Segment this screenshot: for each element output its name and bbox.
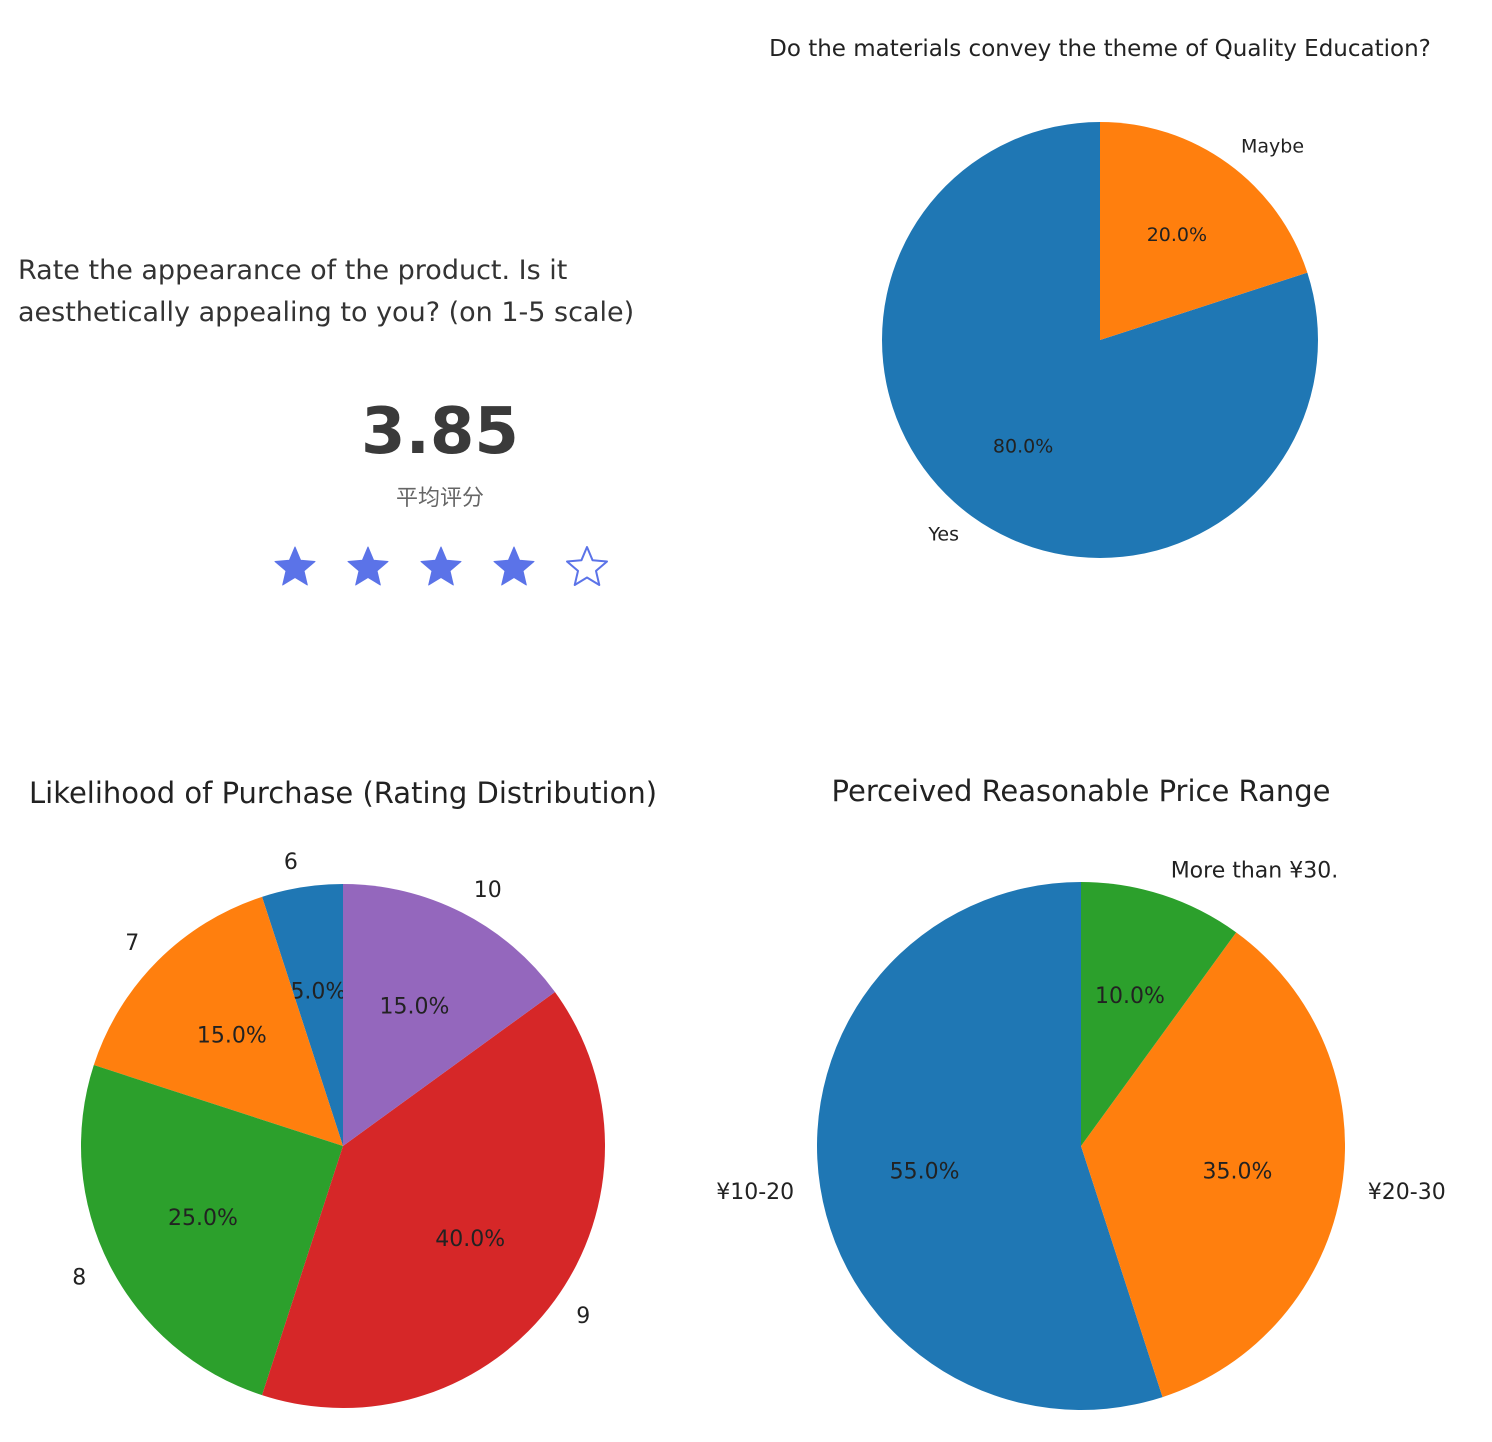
slice-percent-label: 80.0% (993, 436, 1053, 458)
chart-title: Likelihood of Purchase (Rating Distribut… (29, 776, 657, 810)
slice-percent-label: 15.0% (379, 995, 449, 1020)
rating-question: Rate the appearance of the product. Is i… (18, 255, 635, 328)
slice-label: Yes (927, 524, 959, 546)
chart-title: Do the materials convey the theme of Qua… (769, 36, 1431, 62)
slice-label: More than ¥30. (1171, 859, 1339, 884)
slice-label: ¥20-30 (1368, 1180, 1446, 1205)
pie-slice (882, 122, 1319, 558)
slice-percent-label: 20.0% (1147, 224, 1207, 246)
pie-chart-quality-education: Do the materials convey the theme of Qua… (769, 36, 1431, 558)
chart-title: Perceived Reasonable Price Range (832, 774, 1331, 808)
slice-label: Maybe (1241, 136, 1304, 158)
pie-chart-price-range: Perceived Reasonable Price Range ¥10-20 55… (716, 774, 1446, 1410)
average-score-label: 平均评分 (395, 486, 484, 511)
slice-percent-label: 5.0% (290, 979, 346, 1004)
pie-slice (817, 882, 1163, 1410)
pie-slice (93, 896, 343, 1146)
rating-panel: Rate the appearance of the product. Is i… (0, 0, 740, 700)
slice-percent-label: 35.0% (1202, 1160, 1272, 1185)
slice-percent-label: 10.0% (1095, 984, 1165, 1009)
pie-slice (262, 992, 605, 1409)
slice-label: 7 (125, 931, 139, 956)
average-score: 3.85 (361, 395, 519, 469)
slice-label: 8 (72, 1266, 86, 1291)
pie-slice (1081, 881, 1237, 1146)
slice-label: 6 (284, 850, 298, 875)
slice-label: 9 (576, 1304, 590, 1329)
pie-slice (80, 1065, 343, 1396)
star-filled-icon (347, 546, 389, 586)
pie-slice (262, 884, 343, 1146)
star-empty-icon (566, 546, 608, 586)
pie-slice (1100, 122, 1308, 340)
star-rating (274, 546, 608, 586)
slice-percent-label: 25.0% (168, 1206, 238, 1231)
pie-chart-purchase-likelihood: Likelihood of Purchase (Rating Distribut… (29, 776, 657, 1409)
star-filled-icon (493, 546, 535, 586)
star-filled-icon (420, 546, 462, 586)
slice-percent-label: 15.0% (197, 1024, 267, 1049)
slice-label: 10 (474, 878, 502, 903)
star-filled-icon (274, 546, 316, 586)
pie-slice (343, 884, 555, 1146)
slice-label: ¥10-20 (716, 1180, 794, 1205)
pie-slice (1081, 932, 1346, 1398)
slice-percent-label: 40.0% (435, 1227, 505, 1252)
slice-percent-label: 55.0% (890, 1160, 960, 1185)
